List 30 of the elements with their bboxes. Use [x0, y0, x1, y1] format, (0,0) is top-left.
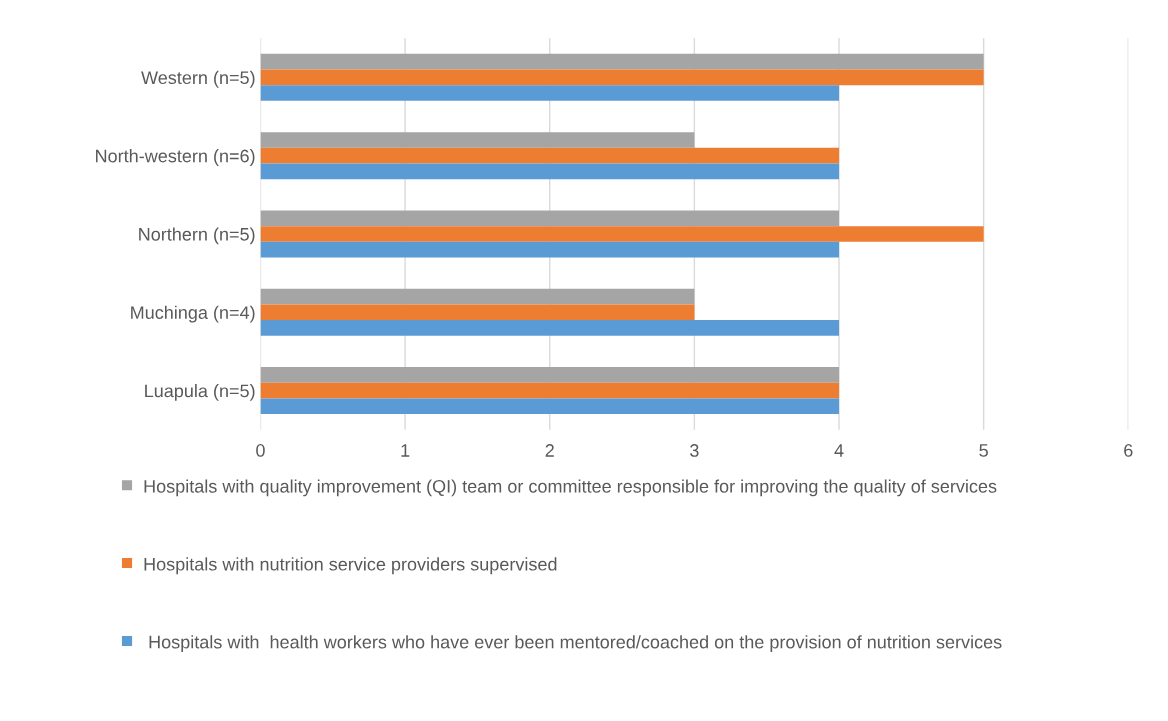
x-tick-label: 0 — [256, 444, 265, 457]
bar — [260, 320, 840, 336]
bar — [260, 288, 695, 305]
bar — [260, 241, 840, 258]
y-tick-label: North-western (n=6) — [96, 149, 255, 166]
bar — [260, 382, 840, 399]
bar — [260, 210, 840, 227]
bar — [260, 132, 695, 148]
bar — [260, 398, 840, 415]
bar — [260, 147, 840, 164]
bar — [260, 53, 984, 70]
y-tick-label: Northern (n=5) — [139, 227, 255, 245]
x-tick-label: 5 — [979, 444, 988, 457]
legend-label: Hospitals with quality improvement (QI) team or committee responsible for improving the quality of services — [144, 479, 997, 497]
x-tick-label: 4 — [834, 444, 844, 457]
x-tick-label: 1 — [401, 444, 410, 457]
bar — [260, 85, 840, 101]
legend-label: Hospitals with nutrition service providers supervised — [144, 557, 557, 575]
legend-label: Hospitals with health workers who have ever been mentored/coached on the provision of nutrition services — [149, 635, 1002, 653]
x-tick-label: 2 — [545, 444, 554, 457]
bar — [260, 367, 840, 383]
x-tick-label: 6 — [1124, 444, 1133, 457]
y-tick-label: Luapula (n=5) — [145, 384, 255, 401]
bar — [260, 163, 840, 180]
y-tick-label: Western (n=5) — [141, 70, 255, 88]
bar — [260, 304, 695, 321]
bar — [260, 226, 984, 242]
bar — [260, 69, 984, 86]
x-tick-label: 3 — [690, 444, 699, 457]
y-tick-label: Muchinga (n=4) — [131, 305, 255, 323]
